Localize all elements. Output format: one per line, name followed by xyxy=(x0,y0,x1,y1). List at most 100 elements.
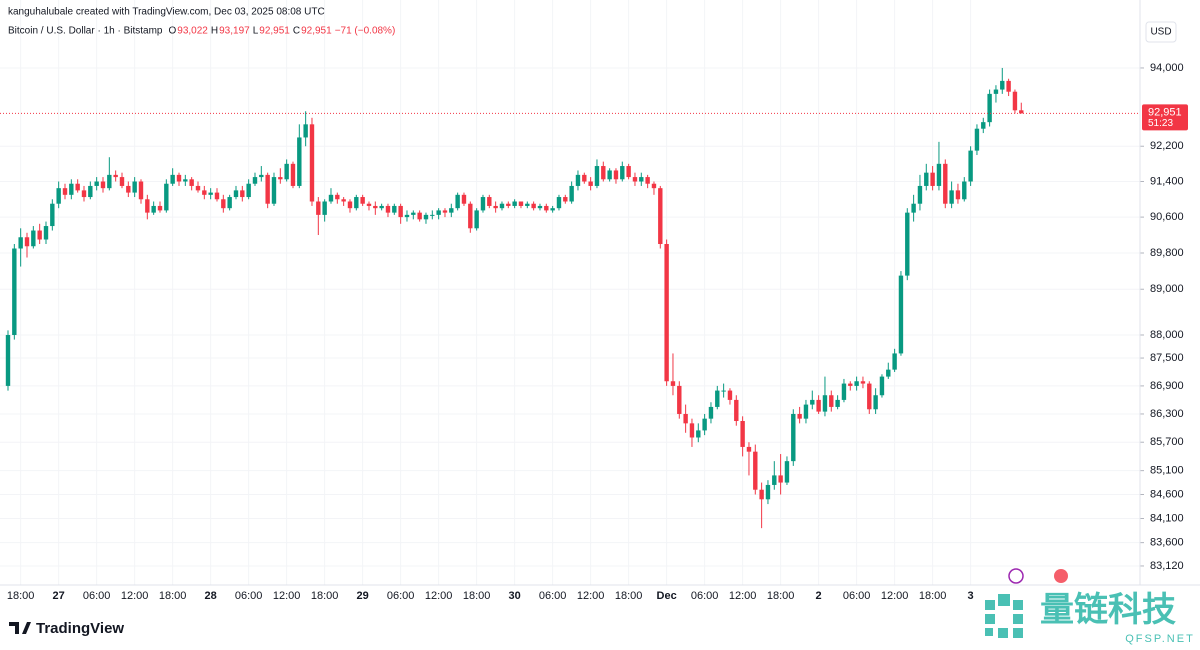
candle-body xyxy=(708,406,714,419)
candle-body xyxy=(816,399,821,412)
candle-body xyxy=(645,177,650,184)
x-tick-label: 06:00 xyxy=(539,590,567,602)
candle-body xyxy=(455,194,460,209)
last-price-label: 92,951 xyxy=(1148,106,1182,118)
candle-body xyxy=(195,185,201,191)
logo-mark xyxy=(9,622,31,634)
x-tick-label: 06:00 xyxy=(235,590,263,602)
y-tick-label: 92,200 xyxy=(1150,140,1184,152)
candle-body xyxy=(702,418,707,431)
candle-body xyxy=(227,197,232,209)
candle-body xyxy=(271,177,277,204)
symbol: Bitcoin / U.S. Dollar · 1h · Bitstamp xyxy=(8,26,163,37)
candle-body xyxy=(189,179,194,186)
candle-body xyxy=(867,383,872,410)
candle-body xyxy=(430,214,435,216)
candle-body xyxy=(94,181,99,186)
watermark-name: 量链科技 xyxy=(1040,591,1176,629)
x-tick-label: 18:00 xyxy=(919,590,947,602)
candle-body xyxy=(734,399,739,422)
candle-body xyxy=(1000,80,1005,90)
candle-body xyxy=(974,128,980,151)
candle-body xyxy=(404,214,410,218)
candle-body xyxy=(943,163,948,204)
x-tick-label: Dec xyxy=(657,590,677,602)
candle-body xyxy=(1019,110,1024,114)
candle-body xyxy=(18,237,23,249)
candle-body xyxy=(411,212,416,215)
candle-body xyxy=(328,194,334,202)
candle-body xyxy=(601,166,606,180)
candle-body xyxy=(810,399,815,405)
ohlc-legend: Bitcoin / U.S. Dollar · 1h · Bitstamp O 93… xyxy=(8,26,395,37)
candle-body xyxy=(423,214,429,220)
candle-body xyxy=(157,205,163,211)
candle-body xyxy=(62,188,68,195)
candle-body xyxy=(164,183,169,211)
candle-body xyxy=(670,381,676,386)
candle-body xyxy=(537,205,543,209)
candle-body xyxy=(962,181,967,200)
candle-body xyxy=(373,205,378,209)
candle-body xyxy=(461,194,467,204)
candle-body xyxy=(721,390,726,392)
candle-body xyxy=(518,201,524,206)
candle-body xyxy=(905,212,910,276)
candle-body xyxy=(854,381,859,386)
y-tick-label: 90,600 xyxy=(1150,211,1184,223)
x-tick-label: 2 xyxy=(816,590,822,602)
candle-body xyxy=(696,430,701,438)
candles xyxy=(5,67,1024,529)
candle-body xyxy=(366,203,372,206)
candle-body xyxy=(88,185,93,198)
watermark-site: QFSP.NET xyxy=(1125,633,1195,645)
y-tick-label: 87,500 xyxy=(1150,352,1184,364)
y-tick-label: 83,120 xyxy=(1150,560,1184,572)
x-tick-label: 12:00 xyxy=(729,590,757,602)
currency-box[interactable] xyxy=(1145,21,1177,43)
x-tick-label: 12:00 xyxy=(273,590,301,602)
x-tick-label: 06:00 xyxy=(387,590,415,602)
candle-body xyxy=(37,230,42,240)
attribution: kanguhalubale created with TradingView.c… xyxy=(8,7,325,18)
x-tick-label: 18:00 xyxy=(159,590,187,602)
x-tick-label: 12:00 xyxy=(425,590,453,602)
candle-body xyxy=(341,199,346,202)
candle-body xyxy=(56,188,61,204)
candle-body xyxy=(955,190,961,200)
candle-body xyxy=(252,177,258,184)
x-tick-label: 18:00 xyxy=(463,590,491,602)
y-tick-label: 88,000 xyxy=(1150,329,1184,341)
candle-body xyxy=(727,390,733,400)
candle-body xyxy=(69,183,74,195)
candle-body xyxy=(835,399,840,407)
candle-body xyxy=(746,446,752,452)
candle-body xyxy=(145,199,150,213)
x-tick-label: 18:00 xyxy=(615,590,643,602)
event-icon[interactable] xyxy=(1008,568,1024,584)
candle-body xyxy=(151,205,156,213)
y-tick-label: 94,000 xyxy=(1150,62,1184,74)
candle-body xyxy=(841,383,847,400)
candle-body xyxy=(360,197,365,204)
x-tick-label: 18:00 xyxy=(767,590,795,602)
candle-body xyxy=(588,181,593,186)
candle-body xyxy=(607,170,612,180)
y-tick-label: 85,100 xyxy=(1150,465,1184,477)
candle-body xyxy=(24,237,30,247)
candle-body xyxy=(575,174,581,186)
candle-body xyxy=(949,190,954,204)
candle-body xyxy=(347,201,353,209)
candle-body xyxy=(544,205,549,211)
candle-body xyxy=(379,205,384,209)
tradingview-logo: TradingView xyxy=(9,620,124,637)
candle-body xyxy=(246,183,251,198)
candle-body xyxy=(75,183,80,191)
candle-body xyxy=(759,489,764,500)
candle-body xyxy=(126,185,131,193)
candle-body xyxy=(848,383,853,386)
candle-body xyxy=(784,461,790,483)
x-tick-label: 12:00 xyxy=(881,590,909,602)
event-icon[interactable] xyxy=(1054,569,1068,583)
